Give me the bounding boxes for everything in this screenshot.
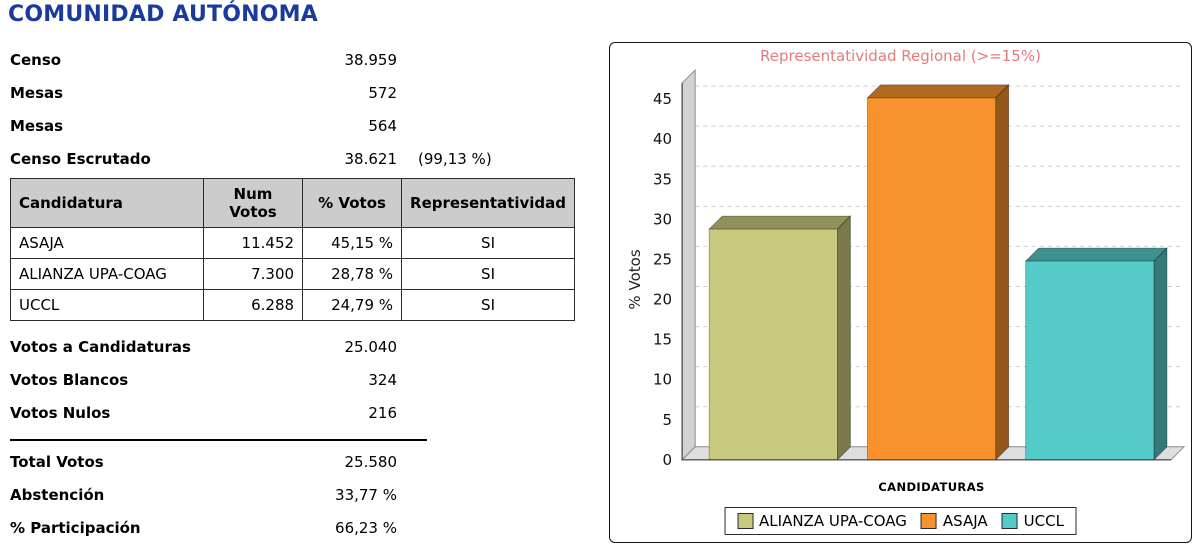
legend-item: UCCL bbox=[1001, 512, 1064, 530]
svg-text:20: 20 bbox=[653, 291, 672, 309]
cell-representatividad: SI bbox=[401, 227, 575, 259]
stat-label: Mesas bbox=[10, 117, 64, 135]
stat-label: Abstención bbox=[10, 486, 105, 504]
bar-chart-canvas: 0 5 10 15 20 25 30 35 40 45 % Votos bbox=[626, 68, 1186, 469]
legend-item: ASAJA bbox=[920, 512, 988, 530]
cell-representatividad: SI bbox=[401, 289, 575, 321]
svg-text:35: 35 bbox=[653, 170, 672, 188]
stat-value: 25.040 bbox=[344, 338, 398, 356]
stat-row: Total Votos 25.580 bbox=[10, 446, 600, 479]
stat-value: 38.621 bbox=[344, 150, 398, 168]
svg-text:30: 30 bbox=[653, 210, 672, 228]
svg-text:10: 10 bbox=[653, 371, 672, 389]
stat-row: Votos a Candidaturas 25.040 bbox=[10, 331, 600, 364]
cell-pct-votos: 28,78 % bbox=[302, 258, 403, 290]
header-pct-votos: % Votos bbox=[302, 178, 403, 228]
legend-swatch-uccl bbox=[1001, 513, 1018, 529]
stat-value: 216 bbox=[368, 404, 397, 422]
chart-title: Representatividad Regional (>=15%) bbox=[760, 47, 1041, 65]
table-row: UCCL 6.288 24,79 % SI bbox=[10, 289, 575, 321]
table-header-row: Candidatura Num Votos % Votos Representa… bbox=[10, 178, 575, 228]
chart-legend: ALIANZA UPA-COAG ASAJA UCCL bbox=[724, 507, 1077, 535]
legend-swatch-alianza-upa-coag bbox=[737, 513, 754, 529]
cell-num-votos: 6.288 bbox=[202, 289, 304, 321]
stat-row: % Participación 66,23 % bbox=[10, 512, 600, 545]
cell-pct-votos: 24,79 % bbox=[302, 289, 403, 321]
svg-text:5: 5 bbox=[663, 411, 673, 429]
header-candidatura: Candidatura bbox=[10, 178, 204, 228]
stat-row: Censo Escrutado 38.621 (99,13 %) bbox=[10, 143, 600, 176]
stat-row: Abstención 33,77 % bbox=[10, 479, 600, 512]
stat-label: Censo Escrutado bbox=[10, 150, 151, 168]
page-title: COMUNIDAD AUTÓNOMA bbox=[8, 2, 318, 27]
stat-label: Mesas bbox=[10, 84, 64, 102]
stat-label: Censo bbox=[10, 51, 62, 69]
table-row: ASAJA 11.452 45,15 % SI bbox=[10, 227, 575, 259]
stat-value: 25.580 bbox=[344, 453, 398, 471]
svg-text:45: 45 bbox=[653, 90, 672, 108]
header-representatividad: Representatividad bbox=[401, 178, 575, 228]
chart-panel: 0 5 10 15 20 25 30 35 40 45 % Votos Representativi… bbox=[609, 42, 1192, 543]
cell-pct-votos: 45,15 % bbox=[302, 227, 403, 259]
stat-row: Mesas 572 bbox=[10, 77, 600, 110]
cell-num-votos: 11.452 bbox=[202, 227, 304, 259]
stat-row: Votos Nulos 216 bbox=[10, 397, 600, 430]
legend-swatch-asaja bbox=[920, 513, 937, 529]
legend-item: ALIANZA UPA-COAG bbox=[737, 512, 907, 530]
legend-label: ASAJA bbox=[942, 512, 988, 530]
summary-panel: Censo 38.959 Mesas 572 Mesas 564 Censo E… bbox=[10, 44, 600, 545]
stat-row: Censo 38.959 bbox=[10, 44, 600, 77]
stat-value: 38.959 bbox=[344, 51, 398, 69]
stat-value: 324 bbox=[368, 371, 397, 389]
cell-candidatura: UCCL bbox=[10, 289, 204, 321]
stat-label: Votos Blancos bbox=[10, 371, 129, 389]
cell-num-votos: 7.300 bbox=[202, 258, 304, 290]
cell-candidatura: ASAJA bbox=[10, 227, 204, 259]
divider-line bbox=[10, 439, 427, 441]
stat-row: Votos Blancos 324 bbox=[10, 364, 600, 397]
stat-value: 33,77 % bbox=[335, 486, 397, 504]
stat-extra: (99,13 %) bbox=[418, 150, 492, 168]
legend-label: ALIANZA UPA-COAG bbox=[759, 512, 907, 530]
header-num-votos: Num Votos bbox=[202, 178, 304, 228]
legend-label: UCCL bbox=[1023, 512, 1064, 530]
svg-text:25: 25 bbox=[653, 250, 672, 268]
cell-representatividad: SI bbox=[401, 258, 575, 290]
stat-value: 572 bbox=[368, 84, 397, 102]
svg-text:0: 0 bbox=[663, 451, 673, 469]
stat-row: Mesas 564 bbox=[10, 110, 600, 143]
stat-label: % Participación bbox=[10, 519, 141, 537]
stat-label: Votos Nulos bbox=[10, 404, 111, 422]
stat-value: 564 bbox=[368, 117, 397, 135]
stat-value: 66,23 % bbox=[335, 519, 397, 537]
results-table: Candidatura Num Votos % Votos Representa… bbox=[10, 178, 575, 321]
stat-label: Total Votos bbox=[10, 453, 104, 471]
svg-text:% Votos: % Votos bbox=[626, 249, 644, 309]
x-axis-label: CANDIDATURAS bbox=[878, 480, 985, 494]
cell-candidatura: ALIANZA UPA-COAG bbox=[10, 258, 204, 290]
table-row: ALIANZA UPA-COAG 7.300 28,78 % SI bbox=[10, 258, 575, 290]
svg-text:15: 15 bbox=[653, 331, 672, 349]
stat-label: Votos a Candidaturas bbox=[10, 338, 191, 356]
svg-text:40: 40 bbox=[653, 130, 672, 148]
